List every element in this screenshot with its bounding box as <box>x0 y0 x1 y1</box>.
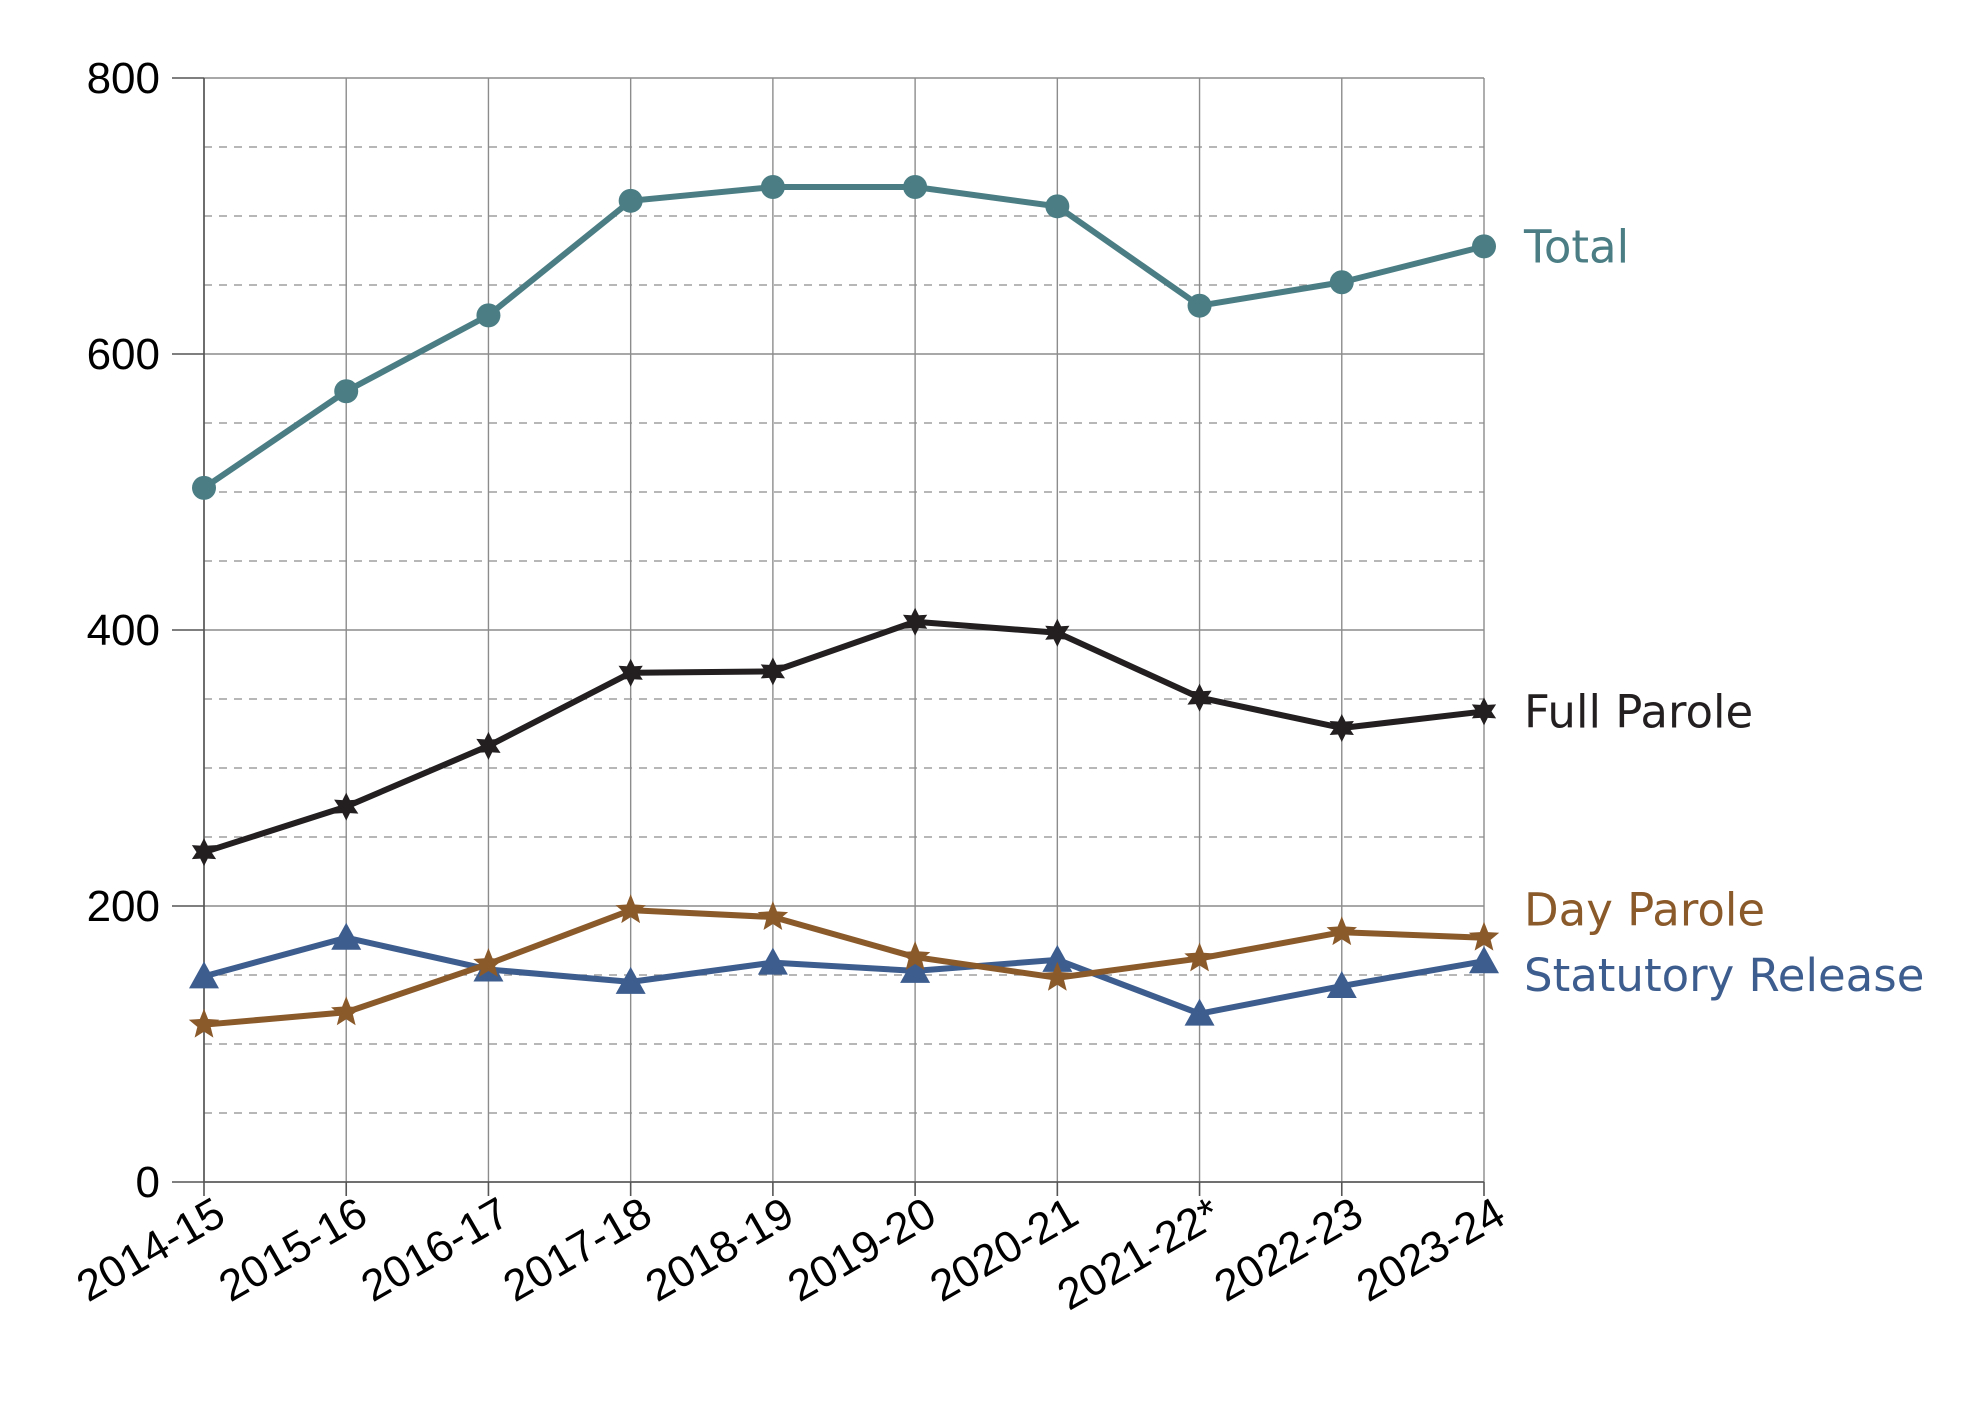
data-point-total <box>1045 194 1070 219</box>
series-line-total <box>201 184 1487 491</box>
data-point-day-parole <box>757 901 789 930</box>
x-tick-label: 2023-24 <box>1349 1188 1513 1311</box>
data-point-full-parole <box>334 792 359 821</box>
data-point-full-parole <box>191 838 217 867</box>
data-point-statutory-release <box>615 966 646 994</box>
data-point-full-parole <box>760 657 786 686</box>
data-point-day-parole <box>1326 916 1357 946</box>
data-point-full-parole <box>1329 713 1354 742</box>
axes: 02004006008002014-152015-162016-172017-1… <box>69 54 1513 1320</box>
x-tick-label: 2017-18 <box>495 1188 659 1311</box>
data-point-full-parole <box>618 658 643 687</box>
x-tick-label: 2022-23 <box>1206 1188 1370 1311</box>
series-full-parole <box>191 607 1497 867</box>
x-tick-label: 2019-20 <box>780 1188 944 1311</box>
series-line-day-parole <box>201 907 1487 1028</box>
data-point-statutory-release <box>1042 944 1073 972</box>
data-point-total <box>476 303 501 328</box>
y-tick-label: 200 <box>87 882 160 931</box>
series-label-day-parole: Day Parole <box>1524 884 1765 937</box>
data-point-statutory-release <box>757 947 788 975</box>
data-point-day-parole <box>188 1008 220 1038</box>
x-tick-label: 2015-16 <box>211 1188 375 1311</box>
data-point-full-parole <box>476 731 501 760</box>
series-line-full-parole <box>201 618 1487 856</box>
x-tick-label: 2018-19 <box>638 1188 802 1311</box>
data-point-day-parole <box>899 941 931 970</box>
data-point-full-parole <box>1045 618 1070 647</box>
series-label-statutory-release: Statutory Release <box>1524 949 1924 1002</box>
data-point-statutory-release <box>331 922 362 950</box>
data-point-total <box>618 188 643 213</box>
data-point-total <box>192 475 216 500</box>
data-point-total <box>903 175 928 200</box>
y-tick-label: 800 <box>87 54 160 103</box>
series-day-parole <box>188 894 1500 1038</box>
x-tick-label: 2016-17 <box>353 1188 517 1311</box>
series-labels: Total Full Parole Day Parole Statutory Rele… <box>1523 220 1924 1002</box>
data-point-total <box>334 379 359 404</box>
data-point-day-parole <box>615 894 646 924</box>
y-tick-label: 400 <box>87 606 160 655</box>
data-point-full-parole <box>1471 697 1497 726</box>
data-point-day-parole <box>1042 961 1073 991</box>
grid <box>203 77 1485 1183</box>
data-point-statutory-release <box>1469 946 1499 974</box>
data-point-statutory-release <box>1326 971 1357 999</box>
data-point-statutory-release <box>1184 998 1215 1026</box>
series-layer <box>188 175 1500 1038</box>
data-point-total <box>1472 234 1496 259</box>
data-point-full-parole <box>902 607 928 636</box>
data-point-total <box>1187 293 1212 318</box>
data-point-day-parole <box>1468 921 1500 951</box>
series-label-full-parole: Full Parole <box>1524 685 1753 738</box>
series-line-statutory-release <box>201 934 1487 1017</box>
data-point-total <box>760 175 785 200</box>
series-total <box>192 175 1496 500</box>
y-tick-label: 600 <box>87 330 160 379</box>
x-tick-label: 2021-22* <box>1049 1188 1228 1320</box>
data-point-day-parole <box>331 996 362 1026</box>
data-point-full-parole <box>1187 683 1212 712</box>
series-label-total: Total <box>1523 220 1629 273</box>
data-point-statutory-release <box>900 955 931 983</box>
y-tick-label: 0 <box>136 1158 160 1207</box>
data-point-day-parole <box>1184 942 1215 972</box>
data-point-statutory-release <box>189 961 219 989</box>
data-point-total <box>1329 270 1354 295</box>
data-point-day-parole <box>473 947 504 977</box>
